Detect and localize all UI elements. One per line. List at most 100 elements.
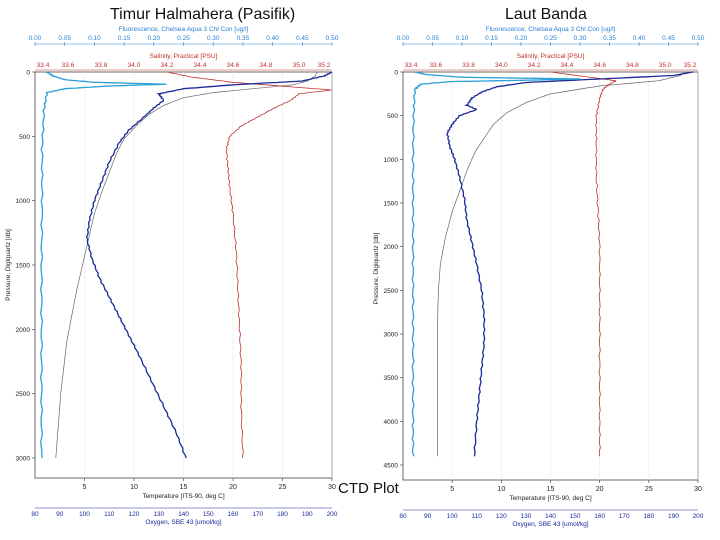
salinity-tick-label: 34.0 [128,62,141,69]
fluorescence-tick-label: 0.40 [633,35,646,42]
temperature-tick-label: 30 [328,484,336,491]
left-chart-title: Timur Halmahera (Pasifik) [110,6,296,23]
oxygen-tick-label: 100 [79,511,90,518]
temperature-axis-label: Temperature [ITS-90, deg C] [509,495,592,502]
temperature-tick-label: 15 [547,486,555,493]
oxygen-tick-label: 180 [643,513,654,520]
salinity-tick-label: 34.4 [194,62,207,69]
oxygen-tick-label: 110 [472,513,483,520]
oxygen-tick-label: 140 [545,513,556,520]
salinity-tick-label: 35.2 [684,62,697,69]
pressure-tick-label: 1500 [384,201,399,208]
oxygen-tick-label: 200 [693,513,704,520]
pressure-tick-label: 4000 [384,419,399,426]
pressure-tick-label: 2500 [384,288,399,295]
oxygen-tick-label: 130 [520,513,531,520]
fluorescence-tick-label: 0.50 [326,35,339,42]
oxygen-tick-label: 130 [153,511,164,518]
oxygen-tick-label: 140 [178,511,189,518]
salinity-tick-label: 33.4 [37,62,50,69]
pressure-tick-label: 0 [394,70,398,77]
fluorescence-tick-label: 0.10 [88,35,101,42]
salinity-tick-label: 33.8 [95,62,108,69]
temperature-tick-label: 10 [497,486,505,493]
fluorescence-tick-label: 0.50 [692,35,705,42]
fluorescence-tick-label: 0.25 [177,35,190,42]
salinity-tick-label: 34.6 [593,62,606,69]
pressure-tick-label: 2000 [384,244,399,251]
oxygen-tick-label: 80 [399,513,407,520]
pressure-tick-label: 3000 [16,456,31,463]
oxygen-tick-label: 170 [252,511,263,518]
temperature-tick-label: 10 [130,484,138,491]
oxygen-tick-label: 160 [228,511,239,518]
fluorescence-tick-label: 0.15 [485,35,498,42]
salinity-profile-line [550,71,617,457]
salinity-tick-label: 33.6 [429,62,442,69]
fluorescence-axis-label: Fluorescence, Chelsea Aqua 3 Chl Con [ug… [119,26,249,33]
fluorescence-tick-label: 0.00 [397,35,410,42]
fluorescence-profile-line [39,71,167,459]
oxygen-tick-label: 80 [31,511,39,518]
salinity-tick-label: 33.8 [462,62,475,69]
pressure-tick-label: 500 [387,113,398,120]
pressure-tick-label: 4500 [384,463,399,470]
fluorescence-tick-label: 0.05 [58,35,71,42]
temperature-tick-label: 20 [229,484,237,491]
ctd-panel-2: Fluorescence, Chelsea Aqua 3 Chl Con [ug… [373,26,705,528]
fluorescence-tick-label: 0.20 [515,35,528,42]
salinity-tick-label: 34.8 [626,62,639,69]
temperature-profile-line [55,71,318,459]
oxygen-tick-label: 200 [327,511,338,518]
fluorescence-tick-label: 0.45 [662,35,675,42]
fluorescence-tick-label: 0.35 [603,35,616,42]
oxygen-tick-label: 120 [129,511,140,518]
temperature-tick-label: 15 [180,484,188,491]
pressure-tick-label: 2500 [16,391,31,398]
fluorescence-tick-label: 0.00 [29,35,42,42]
oxygen-tick-label: 180 [277,511,288,518]
oxygen-profile-line [446,71,694,457]
pressure-axis-label: Pressure, Digiquartz [db] [373,233,380,305]
oxygen-axis-label: Oxygen, SBE 43 [umol/kg] [512,521,588,528]
fluorescence-tick-label: 0.30 [207,35,220,42]
pressure-tick-label: 1000 [384,157,399,164]
oxygen-axis-label: Oxygen, SBE 43 [umol/kg] [145,519,221,526]
oxygen-profile-line [85,71,333,459]
pressure-tick-label: 1000 [16,198,31,205]
salinity-tick-label: 34.2 [161,62,174,69]
temperature-tick-label: 30 [694,486,702,493]
pressure-tick-label: 500 [19,134,30,141]
salinity-tick-label: 34.0 [495,62,508,69]
salinity-axis-label: Salinity, Practical [PSU] [517,53,585,60]
oxygen-tick-label: 150 [203,511,214,518]
fluorescence-tick-label: 0.25 [544,35,557,42]
temperature-tick-label: 25 [279,484,287,491]
fluorescence-tick-label: 0.20 [147,35,160,42]
fluorescence-tick-label: 0.40 [266,35,279,42]
salinity-tick-label: 34.2 [528,62,541,69]
salinity-tick-label: 34.4 [561,62,574,69]
temperature-tick-label: 25 [645,486,653,493]
fluorescence-tick-label: 0.05 [426,35,439,42]
fluorescence-profile-line [411,71,581,457]
oxygen-tick-label: 190 [302,511,313,518]
pressure-tick-label: 0 [26,70,30,77]
pressure-axis-label: Pressure, Digiquartz [db] [5,229,12,301]
salinity-tick-label: 35.2 [318,62,331,69]
oxygen-tick-label: 100 [447,513,458,520]
fluorescence-tick-label: 0.30 [574,35,587,42]
right-chart-title: Laut Banda [505,6,587,23]
slide-caption: CTD Plot [338,480,399,497]
fluorescence-tick-label: 0.35 [237,35,250,42]
fluorescence-tick-label: 0.10 [456,35,469,42]
temperature-tick-label: 5 [83,484,87,491]
temperature-axis-label: Temperature [ITS-90, deg C] [142,493,225,500]
pressure-tick-label: 3000 [384,332,399,339]
salinity-tick-label: 33.6 [62,62,75,69]
pressure-tick-label: 3500 [384,375,399,382]
temperature-tick-label: 20 [596,486,604,493]
oxygen-tick-label: 170 [619,513,630,520]
oxygen-tick-label: 190 [668,513,679,520]
